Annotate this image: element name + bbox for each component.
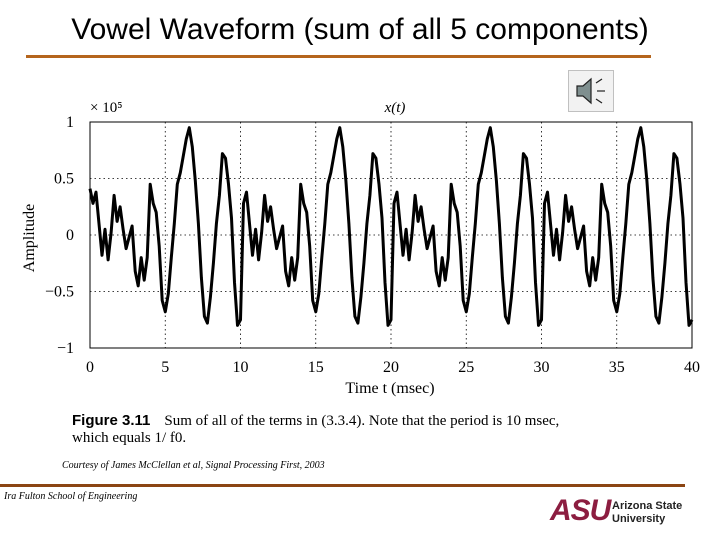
x-tick-label: 35: [609, 359, 625, 376]
figure-caption: Figure 3.11 Sum of all of the terms in (3…: [72, 412, 672, 447]
x-axis-label: Time t (msec): [345, 380, 434, 397]
asu-logo: ASU Arizona State University: [550, 496, 690, 530]
waveform-series-line: [88, 126, 694, 327]
asu-logo-name-line1: Arizona State: [612, 500, 683, 512]
footer-rule: [0, 484, 685, 487]
tick-labels: 0 5 10 15 20 25 30 35 40 −1 −0.5 0 0.5 1: [45, 114, 700, 376]
footer-school-name: Ira Fulton School of Engineering: [4, 491, 138, 502]
chart-grid: [90, 122, 692, 348]
speaker-button[interactable]: [568, 70, 614, 112]
x-tick-label: 25: [458, 359, 474, 376]
y-axis-label: Amplitude: [21, 204, 38, 272]
y-tick-label: 0: [66, 227, 74, 244]
caption-line-2: which equals 1/ f0.: [72, 430, 187, 446]
waveform-chart: 0 5 10 15 20 25 30 35 40 −1 −0.5 0 0.5 1 × 10⁵ x(t) T…: [21, 100, 700, 397]
x-tick-label: 30: [534, 359, 550, 376]
y-tick-label: 0.5: [54, 171, 74, 188]
x-tick-label: 20: [383, 359, 399, 376]
asu-logo-name-line2: University: [612, 513, 666, 525]
asu-logo-mark: ASU: [550, 494, 611, 527]
x-tick-label: 15: [308, 359, 324, 376]
x-tick-label: 10: [233, 359, 249, 376]
slide-title: Vowel Waveform (sum of all 5 components): [71, 13, 649, 46]
plot-frame: [89, 121, 693, 349]
x-tick-label: 40: [684, 359, 700, 376]
y-tick-label: −0.5: [45, 284, 74, 301]
figure-label: Figure 3.11: [72, 412, 151, 429]
y-tick-label: −1: [57, 340, 74, 357]
x-tick-label: 0: [86, 359, 94, 376]
speaker-icon: [576, 77, 605, 105]
courtesy-credit: Courtesy of James McClellan et al, Signa…: [62, 460, 325, 471]
caption-line-1: Sum of all of the terms in (3.3.4). Note…: [164, 413, 560, 429]
scale-note: × 10⁵: [90, 100, 122, 116]
chart-title: x(t): [384, 100, 406, 116]
x-tick-label: 5: [161, 359, 169, 376]
y-tick-label: 1: [66, 114, 74, 131]
title-underline: [26, 55, 651, 58]
